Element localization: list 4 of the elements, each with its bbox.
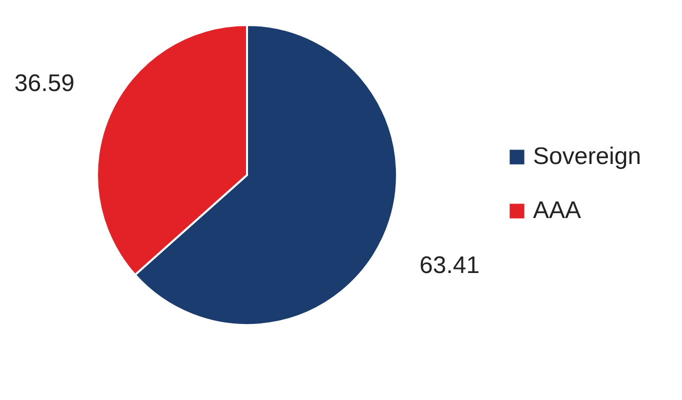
legend-label: AAA [533, 197, 582, 224]
data-label: 36.59 [14, 70, 74, 98]
legend-label: Sovereign [533, 143, 642, 170]
data-label: 63.41 [420, 252, 480, 279]
